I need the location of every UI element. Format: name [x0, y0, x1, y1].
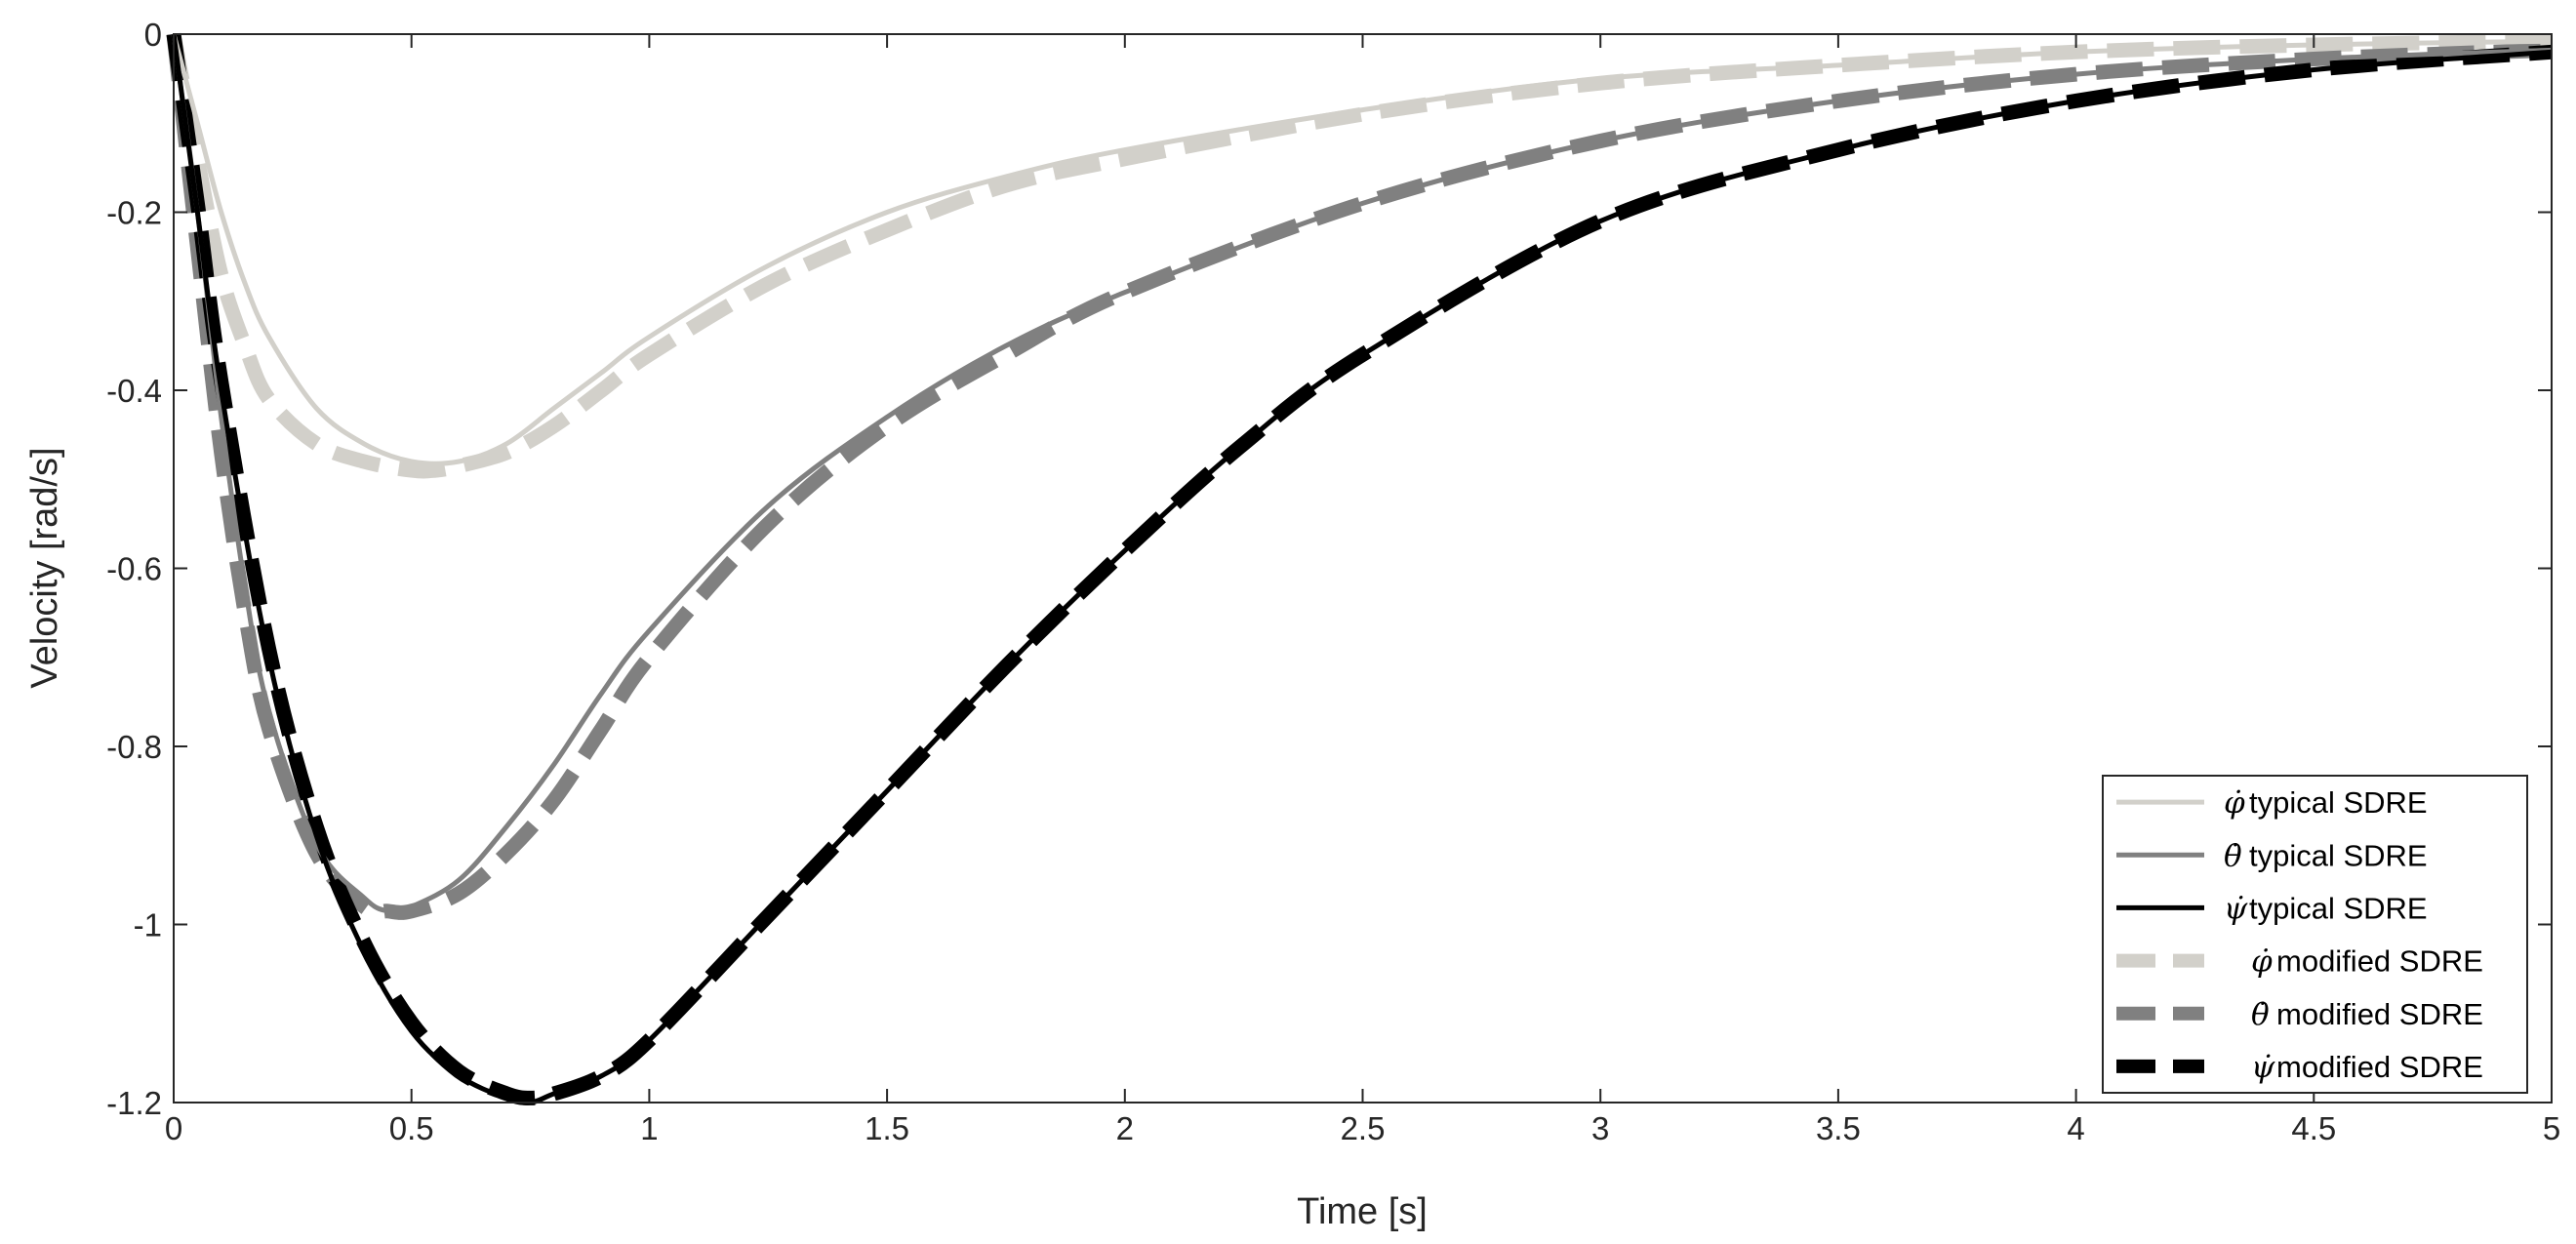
- legend-symbol-4: θ̇: [2251, 997, 2270, 1032]
- legend-label-3: modified SDRE: [2276, 944, 2483, 979]
- legend-label-1: typical SDRE: [2249, 838, 2428, 872]
- legend-symbol-5: ψ̇: [2251, 1050, 2275, 1085]
- x-tick-label-6: 3: [1591, 1110, 1609, 1146]
- x-tick-label-2: 1: [640, 1110, 658, 1146]
- x-tick-label-1: 0.5: [389, 1110, 434, 1146]
- legend-symbol-1: θ̇: [2224, 838, 2242, 873]
- x-tick-label-7: 3.5: [1816, 1110, 1861, 1146]
- x-tick-label-3: 1.5: [865, 1110, 909, 1146]
- y-tick-label-1: -0.2: [106, 195, 162, 231]
- legend-label-5: modified SDRE: [2276, 1050, 2483, 1084]
- x-tick-label-4: 2: [1116, 1110, 1134, 1146]
- legend-symbol-3: φ̇: [2251, 944, 2273, 980]
- y-tick-label-6: -1.2: [106, 1085, 162, 1121]
- legend-symbol-0: φ̇: [2224, 785, 2245, 821]
- legend-label-2: typical SDRE: [2249, 891, 2428, 925]
- y-tick-label-4: -0.8: [106, 729, 162, 765]
- series-layer: [166, 32, 2553, 1105]
- x-tick-label-5: 2.5: [1341, 1110, 1386, 1146]
- ticks-layer: 0 0.5 1 1.5 2 2.5 3 3.5 4 4.5 5 0 -0.2 -0.4 -0.6 -0.8 -1…: [106, 17, 2560, 1146]
- series-line-1: [171, 33, 2553, 914]
- y-tick-label-5: -1: [134, 907, 162, 943]
- y-tick-label-3: -0.6: [106, 551, 162, 587]
- x-tick-label-10: 5: [2543, 1110, 2560, 1146]
- legend-label-4: modified SDRE: [2276, 997, 2483, 1031]
- y-tick-label-2: -0.4: [106, 373, 162, 409]
- y-axis-label: Velocity [rad/s]: [24, 447, 65, 688]
- x-tick-label-9: 4.5: [2291, 1110, 2336, 1146]
- series-line-2: [171, 33, 2553, 1105]
- legend-box: [2102, 775, 2528, 1094]
- x-tick-label-0: 0: [165, 1110, 182, 1146]
- series-line-0: [171, 33, 2553, 466]
- legend-symbol-2: ψ̇: [2224, 891, 2248, 926]
- x-tick-label-8: 4: [2067, 1110, 2084, 1146]
- x-axis-label: Time [s]: [1297, 1191, 1428, 1232]
- legend-label-0: typical SDRE: [2249, 785, 2428, 820]
- y-tick-label-0: 0: [144, 17, 162, 53]
